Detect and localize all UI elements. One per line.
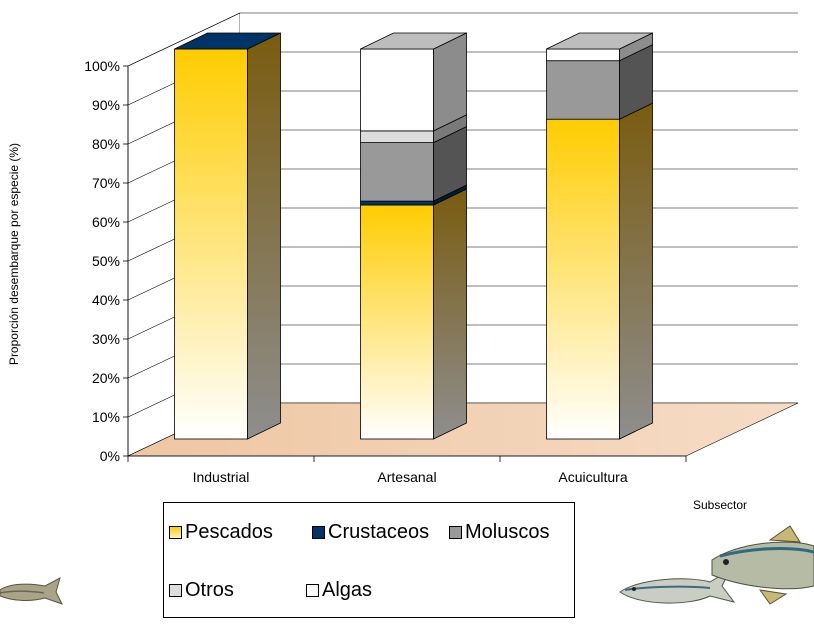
- bar-top-artesanal: [360, 32, 467, 50]
- y-tick-label: 40%: [92, 292, 120, 308]
- y-tick-label: 60%: [92, 214, 120, 230]
- bar-side-acuicultura-pescados: [619, 102, 653, 440]
- gridline: [127, 12, 798, 67]
- legend-swatch-crustaceos: [312, 526, 325, 539]
- legend-label-moluscos: Moluscos: [465, 521, 550, 543]
- y-tick-label: 80%: [92, 136, 120, 152]
- legend-label-pescados: Pescados: [185, 521, 273, 543]
- y-tick-label: 70%: [92, 175, 120, 191]
- bar-stack-artesanal: [360, 32, 467, 440]
- bar-top-acuicultura: [546, 32, 653, 50]
- bar-artesanal-pescados: [360, 204, 434, 440]
- legend-swatch-moluscos: [449, 526, 462, 539]
- y-tick-label: 90%: [92, 97, 120, 113]
- fish-illustration-right: [619, 525, 814, 605]
- bar-stack-industrial: [174, 32, 281, 440]
- bar-artesanal-crustaceos: [360, 200, 434, 206]
- bar-industrial-pescados: [174, 48, 248, 440]
- bar-side-artesanal-algas: [433, 32, 467, 132]
- legend-item-algas: Algas: [306, 579, 372, 602]
- x-axis-label: Subsector: [693, 498, 747, 512]
- legend-item-pescados: Pescados: [169, 521, 273, 544]
- bars: [174, 32, 653, 440]
- legend-swatch-otros: [169, 584, 182, 597]
- bar-stack-acuicultura: [546, 32, 653, 440]
- bar-artesanal-algas: [360, 48, 434, 132]
- category-label-acuicultura: Acuicultura: [558, 469, 627, 485]
- category-label-industrial: Industrial: [193, 469, 250, 485]
- y-tick-label: 0%: [100, 448, 120, 464]
- y-tick-label: 10%: [92, 409, 120, 425]
- fish-illustration-left: [0, 577, 64, 605]
- y-tick-labels: 0% 10% 20% 30% 40% 50% 60% 70% 80% 90% 100%: [84, 58, 120, 464]
- legend-item-moluscos: Moluscos: [449, 521, 549, 544]
- y-tick-label: 50%: [92, 253, 120, 269]
- category-label-artesanal: Artesanal: [377, 469, 436, 485]
- bar-acuicultura-algas: [546, 48, 620, 62]
- axes: [123, 65, 687, 462]
- legend-item-otros: Otros: [169, 579, 234, 602]
- category-labels: Industrial Artesanal Acuicultura: [193, 469, 628, 485]
- legend-label-crustaceos: Crustaceos: [328, 521, 430, 543]
- bar-acuicultura-moluscos: [546, 60, 620, 120]
- bar-acuicultura-pescados: [546, 118, 620, 440]
- y-tick-label: 20%: [92, 370, 120, 386]
- legend-label-otros: Otros: [185, 579, 234, 601]
- bar-side-industrial-pescados: [247, 32, 281, 440]
- bar-side-artesanal-pescados: [433, 188, 467, 440]
- bar-artesanal-otros: [360, 130, 434, 143]
- legend-swatch-algas: [306, 584, 319, 597]
- legend-label-algas: Algas: [322, 579, 373, 601]
- bar-artesanal-moluscos: [360, 142, 434, 202]
- y-tick-label: 100%: [84, 58, 120, 74]
- legend-swatch-pescados: [169, 526, 182, 539]
- legend: Pescados Crustaceos Moluscos Otros Algas: [163, 502, 575, 618]
- bar-top-industrial: [174, 32, 281, 50]
- y-tick-label: 30%: [92, 331, 120, 347]
- legend-item-crustaceos: Crustaceos: [312, 521, 429, 544]
- y-axis-label: Proporción desembarque por especie (%): [7, 143, 21, 365]
